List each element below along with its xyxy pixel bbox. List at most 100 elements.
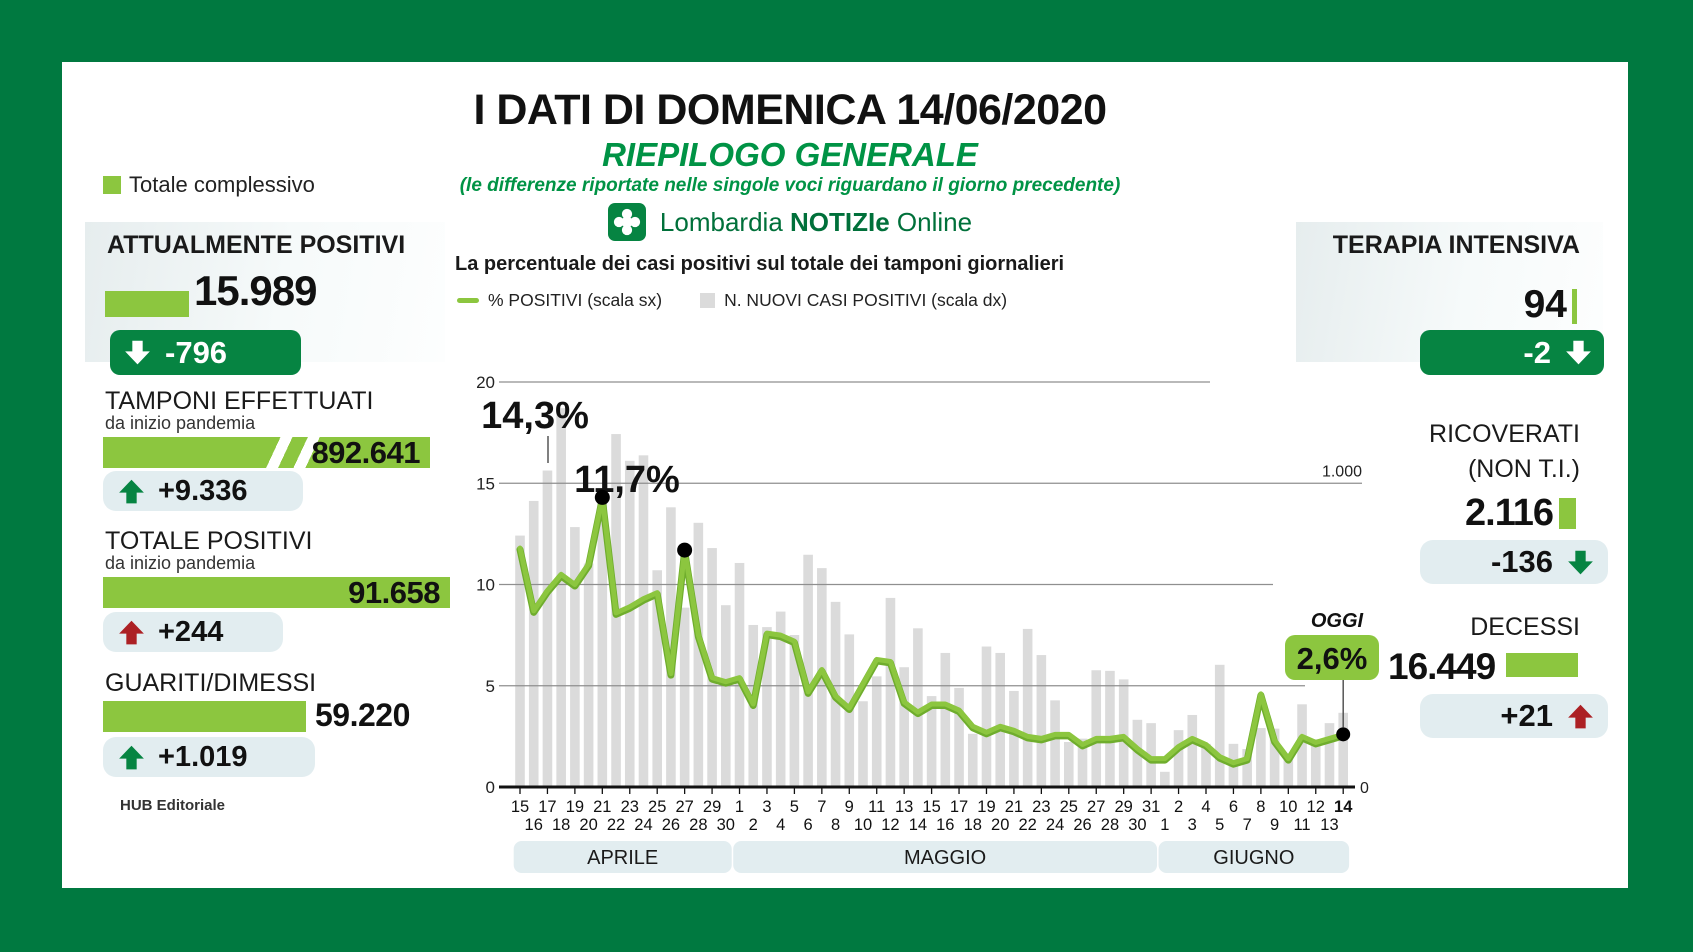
svg-text:5: 5: [1215, 816, 1224, 834]
attualmente-positivi-title: ATTUALMENTE POSITIVI: [107, 231, 406, 259]
attualmente-positivi-bar: [105, 291, 189, 317]
increase-arrow-icon: [119, 479, 144, 503]
svg-text:1: 1: [735, 798, 744, 816]
svg-text:22: 22: [1018, 816, 1036, 834]
svg-text:GIUGNO: GIUGNO: [1213, 847, 1294, 869]
svg-text:12: 12: [1307, 798, 1325, 816]
tamponi-bar: 892.641: [103, 434, 430, 470]
decessi-value: 16.449: [1388, 646, 1496, 687]
svg-text:22: 22: [607, 816, 625, 834]
brand-text: Lombardia NOTIZIe Online: [660, 207, 972, 238]
brand-row: Lombardia NOTIZIe Online: [390, 203, 1190, 241]
svg-text:8: 8: [831, 816, 840, 834]
svg-text:15: 15: [476, 474, 495, 493]
brand-suffix: Online: [896, 206, 973, 237]
svg-text:3: 3: [1188, 816, 1197, 834]
svg-text:13: 13: [895, 798, 913, 816]
chart-title: La percentuale dei casi positivi sul tot…: [455, 253, 1065, 275]
svg-text:11,7%: 11,7%: [574, 459, 680, 501]
increase-arrow-icon: [1568, 704, 1593, 728]
attualmente-positivi-delta: -796: [165, 334, 228, 370]
guariti-value: 59.220: [315, 697, 410, 733]
tamponi-value: 892.641: [311, 434, 420, 470]
svg-text:21: 21: [593, 798, 611, 816]
svg-text:10: 10: [1279, 798, 1297, 816]
svg-text:7: 7: [817, 798, 826, 816]
svg-text:25: 25: [648, 798, 666, 816]
decrease-arrow-icon: [1568, 550, 1593, 574]
svg-text:8: 8: [1256, 798, 1265, 816]
totale-positivi-value: 91.658: [348, 574, 440, 610]
line-swatch-icon: [457, 298, 479, 303]
svg-text:27: 27: [675, 798, 693, 816]
totale-positivi-subtitle: da inizio pandemia: [105, 553, 256, 573]
svg-text:19: 19: [977, 798, 995, 816]
svg-text:12: 12: [881, 816, 899, 834]
svg-text:10: 10: [476, 576, 495, 595]
svg-text:6: 6: [804, 816, 813, 834]
svg-text:20: 20: [991, 816, 1009, 834]
svg-text:4: 4: [1201, 798, 1210, 816]
decessi-bar: [1506, 653, 1578, 677]
svg-text:6: 6: [1229, 798, 1238, 816]
guariti-delta: +1.019: [158, 740, 248, 773]
svg-text:20: 20: [579, 816, 597, 834]
guariti-bar: [103, 701, 306, 732]
svg-text:15: 15: [922, 798, 940, 816]
decrease-arrow-icon: [125, 340, 150, 365]
increase-arrow-icon: [119, 620, 144, 644]
legend-label-nuovi-casi: N. NUOVI CASI POSITIVI (scala dx): [724, 290, 1008, 310]
svg-text:28: 28: [689, 816, 707, 834]
guariti-delta-badge: +1.019: [103, 737, 315, 777]
page-subtitle: RIEPILOGO GENERALE: [602, 136, 978, 173]
brand-name: Lombardia: [659, 206, 783, 237]
svg-text:17: 17: [538, 798, 556, 816]
decrease-arrow-icon: [1566, 340, 1591, 365]
totale-positivi-delta: +244: [158, 615, 224, 648]
svg-text:11: 11: [1293, 816, 1310, 834]
terapia-intensiva-title: TERAPIA INTENSIVA: [1332, 231, 1580, 259]
ricoverati-value: 2.116: [1465, 492, 1554, 534]
decessi-title: DECESSI: [1470, 613, 1580, 641]
svg-text:4: 4: [776, 816, 785, 834]
ricoverati-title: RICOVERATI: [1429, 420, 1580, 448]
credit-label: HUB Editoriale: [120, 797, 226, 814]
rosa-camuna-icon: [613, 208, 641, 236]
svg-text:29: 29: [703, 798, 721, 816]
svg-text:14: 14: [1334, 798, 1353, 816]
tamponi-subtitle: da inizio pandemia: [105, 413, 256, 433]
guariti-title: GUARITI/DIMESSI: [105, 669, 317, 697]
legend-item-positivi: % POSITIVI (scala sx): [457, 290, 662, 311]
decessi-delta: +21: [1500, 698, 1553, 733]
gridlines: 0 5 10 15 20 1.000 0: [476, 373, 1369, 797]
svg-text:2,6%: 2,6%: [1297, 641, 1368, 676]
svg-text:3: 3: [762, 798, 771, 816]
total-legend-swatch-icon: [103, 176, 121, 194]
ricoverati-title2: (NON T.I.): [1467, 455, 1580, 483]
bar-swatch-icon: [700, 293, 716, 308]
chart-legend: % POSITIVI (scala sx) N. NUOVI CASI POSI…: [457, 290, 1007, 311]
decessi-delta-badge: +21: [1420, 694, 1608, 738]
tamponi-delta-badge: +9.336: [103, 471, 303, 511]
svg-text:9: 9: [845, 798, 854, 816]
svg-text:14: 14: [909, 816, 927, 834]
svg-text:0: 0: [1360, 780, 1369, 797]
svg-text:7: 7: [1243, 816, 1252, 834]
svg-text:MAGGIO: MAGGIO: [904, 847, 986, 869]
svg-text:24: 24: [1046, 816, 1064, 834]
svg-text:21: 21: [1005, 798, 1023, 816]
svg-text:5: 5: [790, 798, 799, 816]
brand-bold: NOTIZIe: [790, 206, 890, 237]
totale-positivi-title: TOTALE POSITIVI: [105, 527, 313, 555]
terapia-intensiva-bar: [1572, 289, 1577, 324]
svg-text:14,3%: 14,3%: [481, 395, 589, 437]
positivity-chart: APRILE MAGGIO GIUGNO051015201.000015161718…: [476, 373, 1379, 873]
svg-text:30: 30: [717, 816, 735, 834]
terapia-intensiva-delta-badge: -2: [1420, 330, 1604, 375]
total-legend-label: Totale complessivo: [129, 172, 315, 197]
svg-text:15: 15: [511, 798, 529, 816]
lombardia-logo-icon: [607, 203, 646, 241]
svg-text:19: 19: [566, 798, 584, 816]
svg-text:2: 2: [1174, 798, 1183, 816]
